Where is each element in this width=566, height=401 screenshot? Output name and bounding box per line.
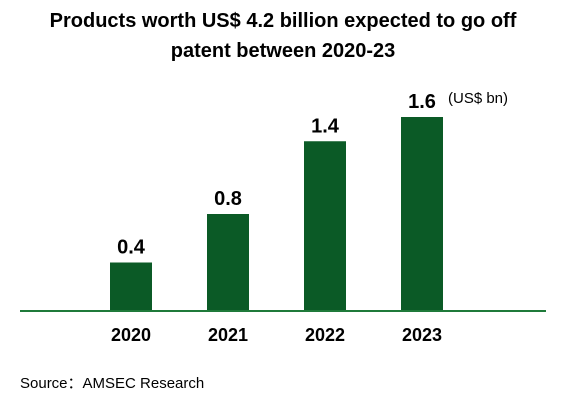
bar-2023: [401, 117, 443, 311]
unit-label: (US$ bn): [448, 90, 509, 107]
x-tick-label-2020: 2020: [111, 325, 151, 345]
bars-group: 0.4 0.8 1.4 1.6: [110, 91, 443, 311]
x-tick-label-2023: 2023: [402, 325, 442, 345]
source-note: Source：AMSEC Research: [20, 375, 205, 392]
x-tick-label-2021: 2021: [208, 325, 248, 345]
bar-value-label-2021: 0.8: [214, 188, 242, 210]
bar-2022: [304, 141, 346, 311]
chart-title-line2: patent between 2020-23: [170, 40, 396, 62]
chart-title-line1: Products worth US$ 4.2 billion expected …: [49, 10, 517, 32]
bar-2021: [207, 214, 249, 311]
bar-value-label-2022: 1.4: [311, 115, 340, 137]
x-tick-label-2022: 2022: [305, 325, 345, 345]
bar-2020: [110, 262, 152, 311]
chart-title: Products worth US$ 4.2 billion expected …: [0, 6, 566, 66]
x-tick-labels: 2020 2021 2022 2023: [111, 325, 442, 345]
bar-value-label-2020: 0.4: [117, 237, 146, 259]
bar-value-label-2023: 1.6: [408, 91, 436, 113]
